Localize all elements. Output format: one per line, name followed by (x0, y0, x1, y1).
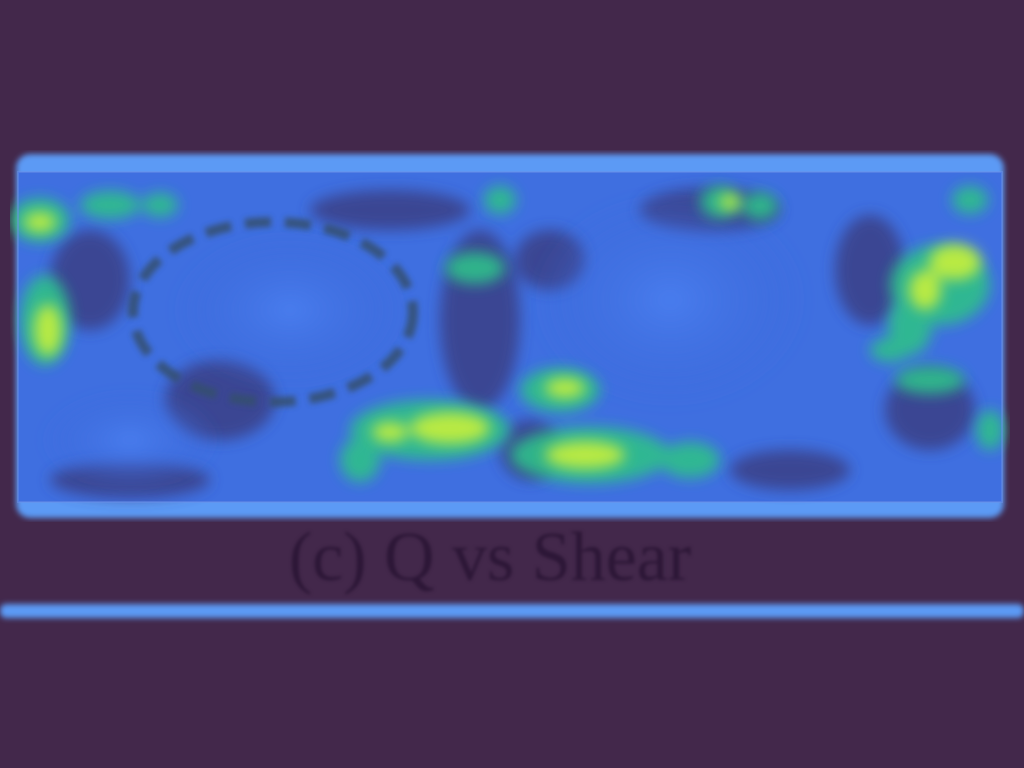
highlight-dashed-ellipse (128, 217, 418, 407)
vortex-swirls (40, 190, 810, 490)
next-panel-edge-band (0, 604, 1024, 618)
field-frame (17, 171, 1003, 503)
high-value-regions (24, 194, 981, 469)
next-panel-top-edge (0, 596, 1024, 626)
q-shear-field-plot (10, 154, 1004, 518)
q-shear-field-panel (10, 150, 1010, 522)
figure-caption: (c) Q vs Shear (288, 519, 692, 596)
